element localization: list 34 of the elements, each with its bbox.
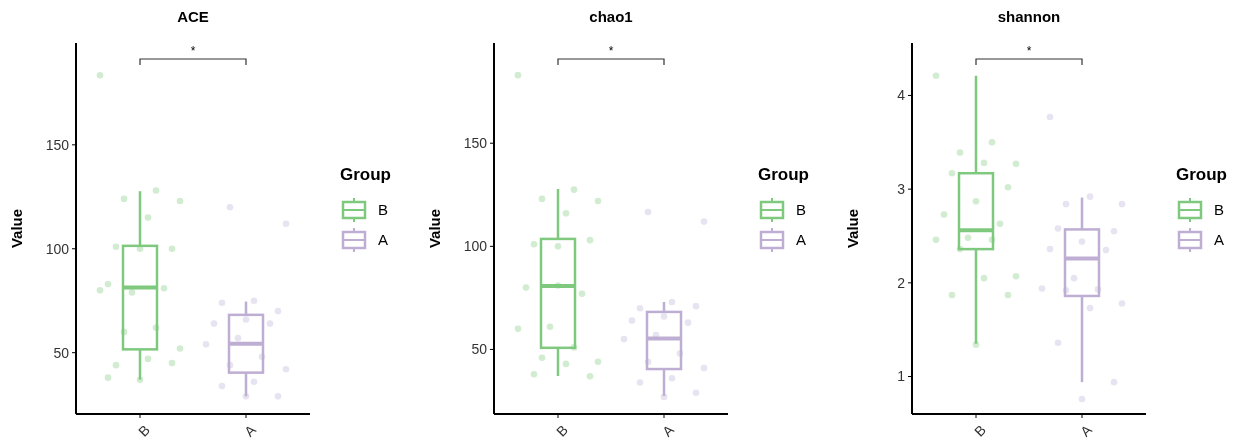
legend-title: Group	[758, 165, 809, 184]
y-tick-label: 100	[463, 238, 488, 255]
x-tick-label: B	[971, 421, 990, 440]
annotation: *	[608, 44, 614, 58]
x-tick-label: A	[241, 421, 260, 440]
x-tick-label: B	[553, 421, 572, 440]
y-axis-title: Value	[426, 208, 443, 249]
legend-title: Group	[1176, 165, 1227, 184]
y-tick-label: 150	[463, 135, 488, 152]
legend-label: A	[378, 231, 389, 249]
legend-label: A	[1214, 231, 1225, 249]
x-tick-label: B	[135, 421, 154, 440]
chart-title: ACE	[177, 8, 209, 25]
y-tick-label: 1	[897, 368, 906, 385]
legend-label: B	[1214, 201, 1225, 219]
y-tick-label: 50	[471, 341, 488, 358]
y-tick-label: 50	[53, 344, 70, 361]
y-tick-label: 150	[45, 136, 70, 153]
y-tick-label: 100	[45, 240, 70, 257]
annotation: *	[190, 44, 196, 58]
annotation: *	[1026, 44, 1032, 58]
y-tick-label: 4	[897, 87, 906, 104]
y-tick-label: 2	[897, 274, 906, 291]
chart-title: chao1	[589, 8, 633, 25]
x-tick-label: A	[1077, 421, 1096, 440]
x-tick-label: A	[659, 421, 678, 440]
legend-label: B	[378, 201, 389, 219]
chart-title: shannon	[997, 8, 1061, 25]
y-tick-label: 3	[897, 181, 906, 198]
legend-label: B	[796, 201, 807, 219]
y-axis-title: Value	[844, 208, 861, 249]
legend-label: A	[796, 231, 807, 249]
y-axis-title: Value	[8, 208, 25, 249]
legend-title: Group	[340, 165, 391, 184]
